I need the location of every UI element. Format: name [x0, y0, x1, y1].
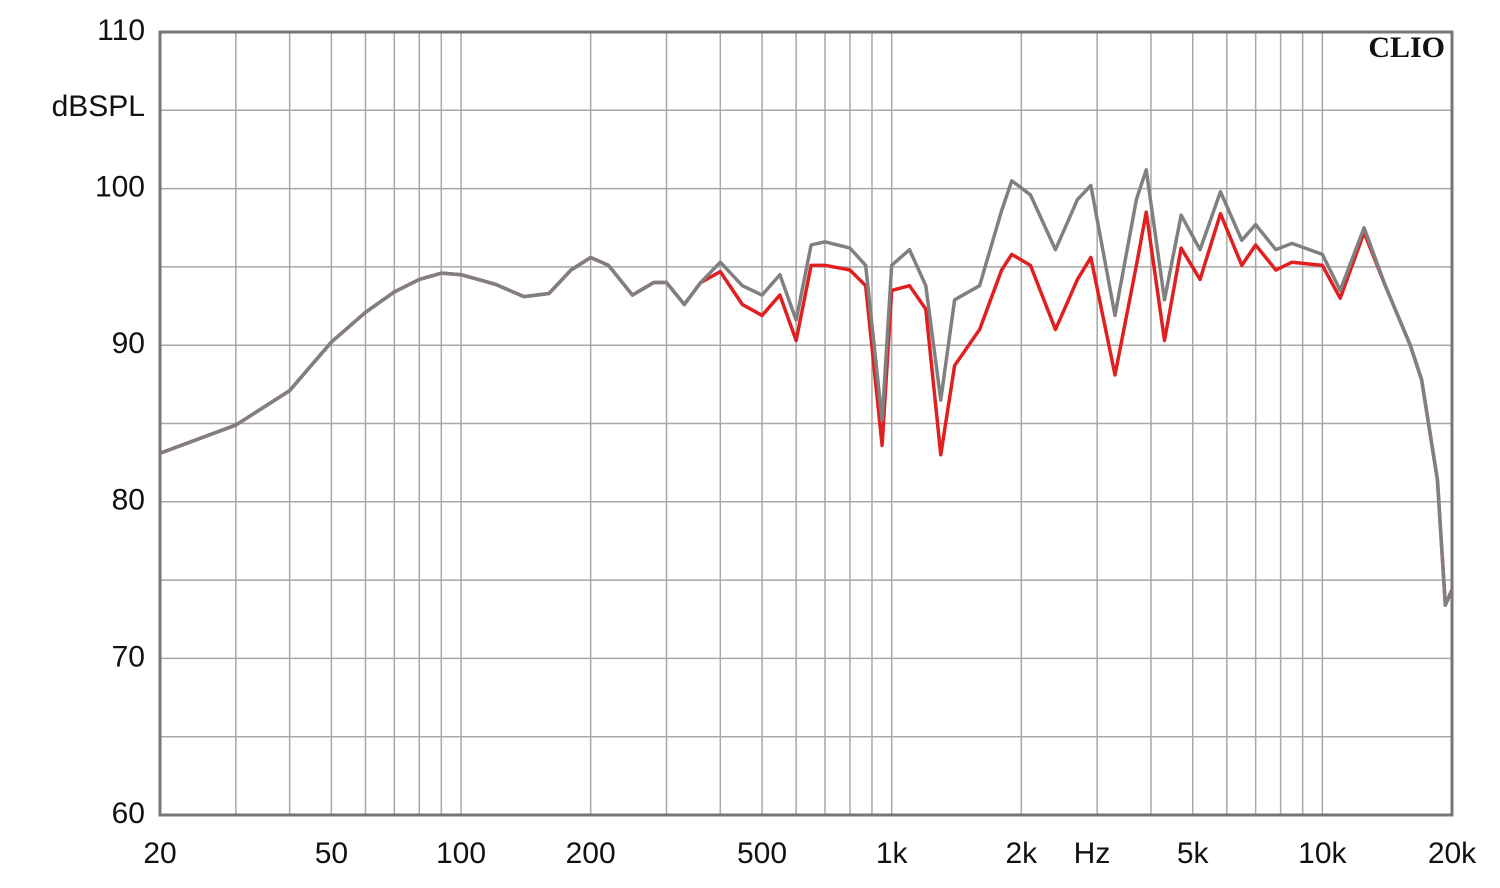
- y-tick-label: 70: [112, 640, 145, 673]
- x-tick-label: 1k: [876, 837, 909, 870]
- x-tick-label: 20: [143, 837, 176, 870]
- y-axis-label: dBSPL: [52, 90, 145, 123]
- x-tick-label: 500: [737, 837, 787, 870]
- annotation: CLIO: [1368, 31, 1445, 64]
- x-tick-label: 2k: [1005, 837, 1038, 870]
- x-tick-label: 20k: [1428, 837, 1477, 870]
- x-tick-label: 200: [566, 837, 616, 870]
- y-tick-label: 100: [95, 171, 145, 204]
- x-tick-label: 50: [315, 837, 348, 870]
- x-tick-label: 100: [436, 837, 486, 870]
- x-tick-label: 10k: [1298, 837, 1347, 870]
- y-tick-label: 110: [97, 14, 145, 47]
- y-tick-label: 90: [112, 327, 145, 360]
- x-tick-label: 5k: [1177, 837, 1210, 870]
- y-tick-label: 80: [112, 484, 145, 517]
- plot-frame: [158, 30, 1454, 817]
- y-tick-label: 60: [112, 797, 145, 830]
- x-axis-label: Hz: [1074, 837, 1111, 870]
- series-line: [159, 168, 1454, 607]
